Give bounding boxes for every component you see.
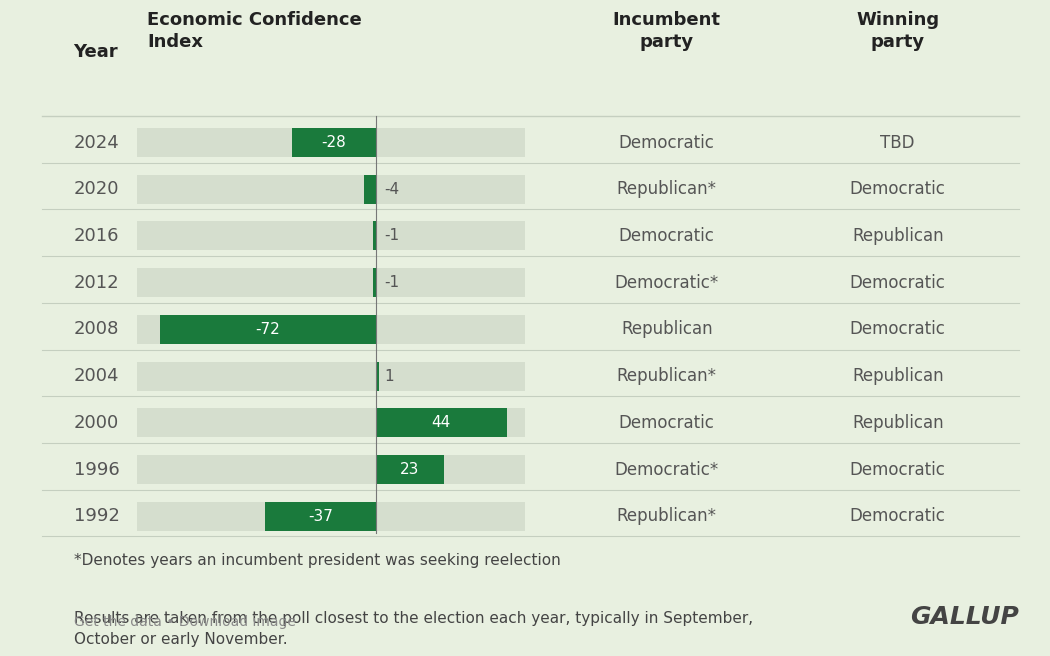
Text: Republican: Republican bbox=[621, 320, 713, 338]
Text: *Denotes years an incumbent president was seeking reelection: *Denotes years an incumbent president wa… bbox=[74, 552, 561, 567]
Text: Republican: Republican bbox=[852, 414, 944, 432]
Text: Year: Year bbox=[74, 43, 118, 61]
Text: Republican: Republican bbox=[852, 367, 944, 385]
Text: -28: -28 bbox=[321, 135, 347, 150]
Text: -1: -1 bbox=[384, 275, 399, 290]
Text: Democratic: Democratic bbox=[849, 320, 946, 338]
FancyBboxPatch shape bbox=[136, 128, 525, 157]
FancyBboxPatch shape bbox=[161, 315, 376, 344]
Text: Republican: Republican bbox=[852, 227, 944, 245]
Text: Winning
party: Winning party bbox=[856, 10, 940, 51]
FancyBboxPatch shape bbox=[136, 268, 525, 297]
FancyBboxPatch shape bbox=[376, 361, 379, 390]
Text: Democratic: Democratic bbox=[849, 507, 946, 525]
Text: Democratic: Democratic bbox=[849, 180, 946, 198]
Text: Democratic: Democratic bbox=[618, 134, 715, 152]
Text: Democratic*: Democratic* bbox=[614, 461, 719, 479]
Text: 1992: 1992 bbox=[74, 507, 120, 525]
FancyBboxPatch shape bbox=[363, 174, 376, 204]
Text: Democratic*: Democratic* bbox=[614, 274, 719, 292]
Text: Incumbent
party: Incumbent party bbox=[613, 10, 720, 51]
Text: -4: -4 bbox=[384, 182, 399, 197]
Text: 2000: 2000 bbox=[74, 414, 119, 432]
Text: Republican*: Republican* bbox=[616, 507, 717, 525]
FancyBboxPatch shape bbox=[136, 222, 525, 251]
FancyBboxPatch shape bbox=[376, 455, 444, 484]
Text: TBD: TBD bbox=[881, 134, 915, 152]
Text: 2016: 2016 bbox=[74, 227, 119, 245]
Text: 23: 23 bbox=[400, 462, 420, 477]
FancyBboxPatch shape bbox=[376, 409, 507, 438]
Text: -72: -72 bbox=[255, 322, 280, 337]
FancyBboxPatch shape bbox=[136, 455, 525, 484]
Text: Democratic: Democratic bbox=[618, 414, 715, 432]
Text: 2012: 2012 bbox=[74, 274, 119, 292]
Text: GALLUP: GALLUP bbox=[909, 605, 1018, 628]
Text: Results are taken from the poll closest to the election each year, typically in : Results are taken from the poll closest … bbox=[74, 611, 753, 647]
FancyBboxPatch shape bbox=[265, 502, 376, 531]
Text: -1: -1 bbox=[384, 228, 399, 243]
FancyBboxPatch shape bbox=[136, 315, 525, 344]
Text: Republican*: Republican* bbox=[616, 367, 717, 385]
FancyBboxPatch shape bbox=[136, 174, 525, 204]
Text: Democratic: Democratic bbox=[618, 227, 715, 245]
Text: Democratic: Democratic bbox=[849, 274, 946, 292]
FancyBboxPatch shape bbox=[373, 268, 376, 297]
Text: 2008: 2008 bbox=[74, 320, 119, 338]
Text: Get the data • Download image: Get the data • Download image bbox=[74, 615, 295, 628]
FancyBboxPatch shape bbox=[136, 361, 525, 390]
FancyBboxPatch shape bbox=[136, 409, 525, 438]
Text: 44: 44 bbox=[432, 415, 450, 430]
Text: 2004: 2004 bbox=[74, 367, 119, 385]
Text: 2020: 2020 bbox=[74, 180, 119, 198]
Text: Republican*: Republican* bbox=[616, 180, 717, 198]
FancyBboxPatch shape bbox=[292, 128, 376, 157]
Text: -37: -37 bbox=[308, 509, 333, 524]
Text: 1996: 1996 bbox=[74, 461, 120, 479]
Text: 2024: 2024 bbox=[74, 134, 120, 152]
Text: Economic Confidence
Index: Economic Confidence Index bbox=[147, 10, 362, 51]
Text: Democratic: Democratic bbox=[849, 461, 946, 479]
FancyBboxPatch shape bbox=[136, 502, 525, 531]
FancyBboxPatch shape bbox=[373, 222, 376, 251]
Text: 1: 1 bbox=[384, 369, 394, 384]
